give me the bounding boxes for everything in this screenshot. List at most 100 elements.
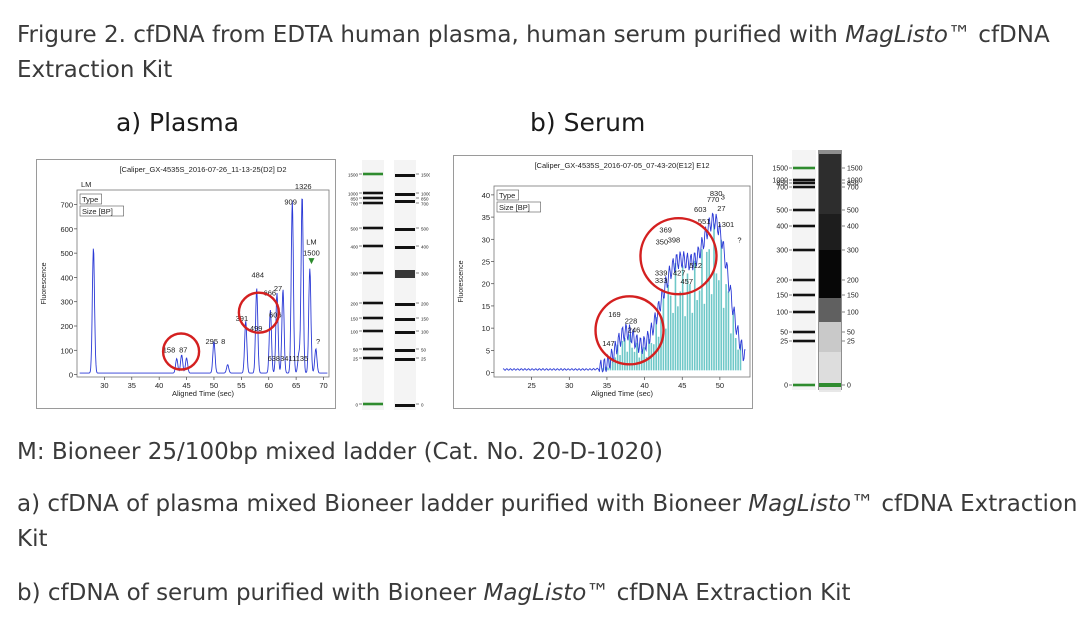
gel-size-label-right: 400 [847, 224, 859, 231]
peak-label: 603 [694, 205, 707, 214]
gel-size-label-left: 150 [776, 293, 788, 300]
y-tick-label: 200 [60, 322, 73, 331]
caption-ladder: M: Bioneer 25/100bp mixed ladder (Cat. N… [17, 439, 663, 465]
y-tick-label: 20 [482, 280, 490, 289]
caption-a-italic: MagListo [748, 491, 852, 517]
gel-size-label-left: 850 [776, 181, 788, 188]
gel-size-label-left: 50 [780, 330, 788, 337]
peak-label: 457 [680, 277, 693, 286]
gel-band-sample [819, 298, 841, 322]
peak-label: 427 [673, 268, 686, 277]
peak-label: 909 [284, 198, 297, 207]
gel-size-label-left: 500 [776, 208, 788, 215]
gel-size-label-left: 1000 [772, 178, 788, 185]
gel-band-sample [819, 214, 841, 250]
peak-label: 1301 [718, 220, 735, 229]
gel-size-label-right: 500 [421, 227, 429, 232]
plasma-electropherogram: [Caliper_GX-4535S_2016-07-26_11-13-25(D2… [36, 159, 336, 409]
gel-band-sample [395, 246, 415, 249]
gel-size-label-right: 200 [421, 302, 429, 307]
gel-lane-ladder [792, 150, 816, 390]
peak-label: 228 [625, 317, 638, 326]
x-axis-label: Aligned Time (sec) [591, 389, 654, 398]
figure-title-line2: Extraction Kit [17, 57, 173, 83]
y-tick-label: 0 [69, 371, 73, 380]
figure-title-part: ™ cfDNA [948, 22, 1050, 48]
x-tick-label: 25 [527, 381, 535, 390]
gel-size-label-right: 150 [847, 293, 859, 300]
gel-size-label-left: 500 [350, 227, 358, 232]
gel-band-ladder [793, 339, 815, 343]
peak-label: 27 [717, 204, 725, 213]
gel-band-sample [819, 154, 841, 214]
gel-band-ladder [363, 356, 383, 360]
legend-lm: LM [81, 180, 91, 189]
plot-frame [493, 185, 751, 378]
gel-size-label-left: 25 [353, 357, 359, 362]
peak-label: ? [737, 235, 741, 244]
y-tick-label: 0 [486, 369, 490, 378]
gel-band-sample [395, 331, 415, 334]
x-tick-label: 45 [678, 381, 686, 390]
gel-band-ladder [793, 178, 815, 182]
gel-band-ladder [363, 329, 383, 333]
gel-band-sample [395, 349, 415, 352]
x-tick-label: 40 [155, 381, 163, 390]
gel-size-label-right: 1500 [421, 173, 430, 178]
gel-band-ladder [363, 201, 383, 205]
y-tick-label: 300 [60, 298, 73, 307]
x-tick-label: 70 [319, 381, 327, 390]
gel-band-ladder [363, 226, 383, 230]
gel-size-label-right: 150 [421, 317, 429, 322]
gel-band-sample [395, 193, 415, 196]
y-tick-label: 40 [482, 191, 490, 200]
x-tick-label: 55 [237, 381, 245, 390]
gel-band-ladder [793, 330, 815, 334]
highlight-circle [237, 291, 281, 334]
chart-header: [Caliper_GX-4535S_2016-07-05_07-43-20(E1… [534, 161, 709, 170]
peak-label: 3 [721, 192, 725, 201]
highlight-circle [594, 295, 665, 366]
gel-size-label-right: 50 [421, 348, 427, 353]
gel-band-sample [819, 250, 841, 298]
peak-label: 169 [608, 310, 621, 319]
gel-size-label-left: 1000 [348, 192, 359, 197]
gel-size-label-right: 850 [421, 197, 429, 202]
x-tick-label: 60 [265, 381, 273, 390]
gel-size-label-right: 300 [847, 248, 859, 255]
gel-band-ladder [363, 191, 383, 195]
caption-b-part: ™ cfDNA Extraction Kit [586, 580, 851, 606]
caption-a-part: a) cfDNA of plasma mixed Bioneer ladder … [17, 491, 749, 517]
peak-label: LM [306, 238, 316, 247]
gel-band-ladder [363, 301, 383, 305]
gel-size-label-left: 0 [355, 403, 358, 408]
ladder-marker-icon [308, 258, 315, 265]
gel-lane-sample [394, 160, 416, 410]
y-axis-label: Fluorescence [41, 262, 48, 304]
gel-size-label-right: 50 [847, 330, 855, 337]
caption-a-line2: Kit [17, 526, 48, 552]
gel-band-ladder [793, 278, 815, 282]
y-tick-label: 25 [482, 258, 490, 267]
gel-band-sample [395, 358, 415, 361]
x-tick-label: 50 [210, 381, 218, 390]
gel-size-label-left: 400 [776, 224, 788, 231]
peak-label: 147 [602, 339, 615, 348]
gel-band-ladder [363, 271, 383, 275]
x-tick-label: 30 [100, 381, 108, 390]
x-tick-label: 35 [128, 381, 136, 390]
figure-title-part: Frigure 2. cfDNA from EDTA human plasma,… [17, 22, 846, 48]
gel-size-label-left: 400 [350, 245, 358, 250]
gel-band-sample [395, 228, 415, 231]
y-tick-label: 100 [60, 346, 73, 355]
peak-label: 8 [221, 337, 225, 346]
gel-size-label-right: 500 [847, 208, 859, 215]
gel-size-label-left: 150 [350, 317, 358, 322]
gel-band-ladder [793, 310, 815, 314]
gel-size-label-right: 0 [847, 383, 851, 390]
plasma-chart-svg: [Caliper_GX-4535S_2016-07-26_11-13-25(D2… [41, 165, 330, 398]
legend-entry: Type [82, 195, 98, 204]
panel-b-label: b) Serum [530, 108, 646, 137]
caption-a: a) cfDNA of plasma mixed Bioneer ladder … [17, 487, 1078, 557]
gel-band-ladder [793, 166, 815, 170]
